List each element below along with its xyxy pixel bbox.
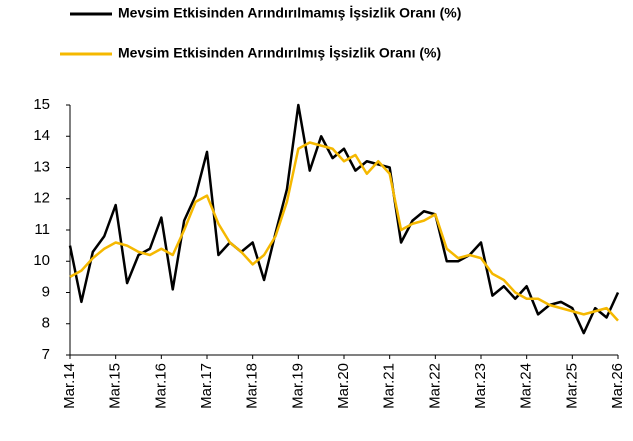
x-tick-label: Mar.22 xyxy=(426,363,443,409)
series-line xyxy=(68,103,620,335)
x-tick-label: Mar.19 xyxy=(289,363,306,409)
x-tick-label: Mar.24 xyxy=(518,363,535,409)
x-tick-label: Mar.21 xyxy=(381,363,398,409)
y-tick-label: 8 xyxy=(42,315,50,332)
x-tick-label: Mar.14 xyxy=(61,363,78,409)
y-tick-label: 11 xyxy=(34,221,50,238)
y-tick-label: 7 xyxy=(42,346,50,363)
x-tick-label: Mar.20 xyxy=(335,363,352,409)
x-tick-label: Mar.18 xyxy=(244,363,261,409)
y-tick-label: 12 xyxy=(33,190,50,207)
x-tick-label: Mar.23 xyxy=(472,363,489,409)
y-tick-label: 14 xyxy=(33,127,50,144)
x-tick-label: Mar.15 xyxy=(107,363,124,409)
x-tick-label: Mar.25 xyxy=(563,363,580,409)
y-tick-label: 9 xyxy=(42,283,50,300)
y-tick-label: 10 xyxy=(33,252,50,269)
x-tick-label: Mar.17 xyxy=(198,363,215,409)
series-line xyxy=(69,141,619,322)
y-tick-label: 13 xyxy=(33,158,50,175)
legend-label: Mevsim Etkisinden Arındırılmamış İşsizli… xyxy=(118,5,461,21)
x-tick-label: Mar.26 xyxy=(609,363,626,409)
x-tick-label: Mar.16 xyxy=(152,363,169,409)
legend-label: Mevsim Etkisinden Arındırılmış İşsizlik … xyxy=(118,45,441,61)
y-tick-label: 15 xyxy=(33,96,50,113)
